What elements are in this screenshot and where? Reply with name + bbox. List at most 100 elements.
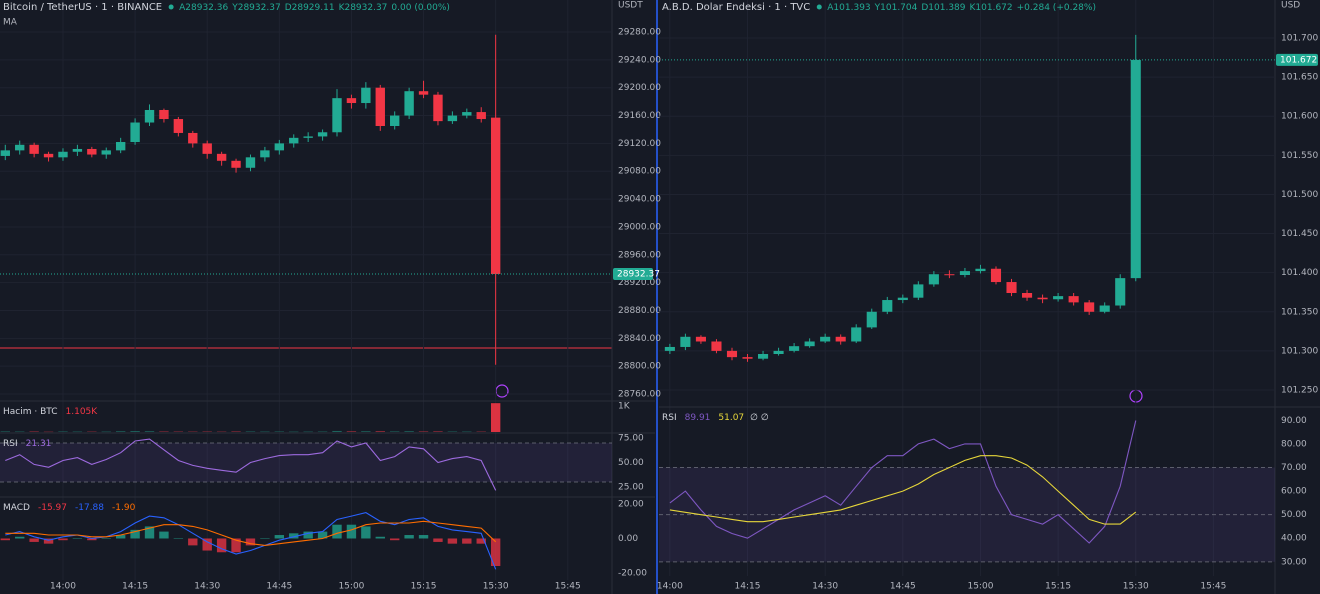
- volume-bar: [216, 431, 227, 433]
- ohlc-value: 0.00 (0.00%): [391, 3, 450, 13]
- histogram-bar: [433, 538, 443, 542]
- status-dot: [168, 4, 174, 10]
- volume-bar: [390, 431, 400, 432]
- histogram-bar: [476, 538, 486, 544]
- ohlc-value: D101.389: [921, 3, 965, 13]
- candle-body: [773, 350, 784, 355]
- volume-bar: [43, 431, 54, 433]
- y-tick-label: 101.350: [1281, 307, 1318, 317]
- candle-body: [173, 119, 184, 133]
- y-tick-label: 101.500: [1281, 190, 1318, 200]
- candle-body: [433, 94, 443, 122]
- volume-bar: [303, 431, 313, 433]
- volume-bar: [29, 431, 39, 432]
- candle-body: [975, 268, 986, 272]
- y-tick-label: 28840.00: [618, 334, 661, 344]
- candle-body: [289, 137, 299, 144]
- y-tick-label: 101.400: [1281, 268, 1318, 278]
- y-tick-label: 101.700: [1281, 34, 1318, 44]
- pane-tick-label: 30.00: [1281, 557, 1307, 567]
- candle-body: [913, 284, 924, 298]
- x-tick-label: 14:45: [890, 582, 916, 592]
- histogram-bar: [375, 536, 385, 539]
- price-tag: [613, 268, 653, 281]
- candle-body: [404, 91, 414, 116]
- price-tag: [1276, 53, 1318, 66]
- histogram-bar: [231, 538, 241, 553]
- y-tick-label: 29120.00: [618, 139, 661, 149]
- candle-body: [1022, 292, 1033, 298]
- pane-legend-value: 21.31: [26, 439, 52, 449]
- candle-body: [462, 112, 472, 116]
- histogram-bar: [332, 524, 342, 539]
- volume-bar: [115, 431, 126, 432]
- candle-body: [87, 148, 97, 155]
- y-tick-label: 101.250: [1281, 385, 1318, 395]
- candle-body: [418, 91, 429, 95]
- candle-body: [758, 354, 769, 359]
- price-tag-label: 28932.37: [617, 270, 660, 280]
- indicator-line: [669, 420, 1137, 544]
- x-tick-label: 14:30: [812, 582, 838, 592]
- pane-tick-label: 40.00: [1281, 534, 1307, 544]
- candle-body: [476, 112, 486, 120]
- ohlc-legend: A101.393 Y101.704 D101.389 K101.672 +0.284 (…: [827, 3, 1096, 13]
- y-tick-label: 28760.00: [618, 390, 661, 400]
- histogram-bar: [87, 538, 97, 541]
- chart-title: A.B.D. Dolar Endeksi · 1 · TVC: [662, 2, 810, 13]
- x-tick-label: 14:15: [122, 582, 148, 592]
- pane-name: MACD: [3, 503, 30, 513]
- candle-body: [882, 300, 893, 312]
- y-tick-label: 29160.00: [618, 111, 661, 121]
- x-tick-label: 15:30: [1123, 582, 1149, 592]
- x-tick-label: 15:45: [1200, 582, 1226, 592]
- y-tick-label: 101.600: [1281, 112, 1318, 122]
- histogram-bar: [361, 526, 371, 539]
- candle-body: [447, 115, 458, 122]
- pane-legend: Hacim · BTC 1.105K: [3, 407, 98, 417]
- histogram-bar: [447, 538, 458, 544]
- candle-body: [726, 350, 738, 358]
- volume-bar: [0, 431, 10, 432]
- y-tick-label: 29280.00: [618, 28, 661, 38]
- candle-body: [711, 341, 722, 351]
- volume-bar: [418, 431, 429, 432]
- y-tick-label: 101.550: [1281, 151, 1318, 161]
- candle-body: [15, 144, 25, 151]
- candle-body: [231, 160, 241, 168]
- candle-body: [1099, 305, 1110, 312]
- volume-bar: [375, 431, 385, 432]
- volume-bar: [58, 431, 68, 432]
- price-tag-label: 101.672: [1280, 55, 1317, 65]
- pane-tick-label: 25.00: [618, 482, 644, 492]
- candle-body: [159, 109, 169, 120]
- x-tick-label: 15:30: [483, 582, 509, 592]
- volume-bar: [87, 431, 97, 433]
- volume-bar: [476, 431, 486, 432]
- x-tick-label: 15:15: [411, 582, 437, 592]
- pane-tick-label: 90.00: [1281, 416, 1307, 426]
- volume-bar: [317, 431, 328, 433]
- histogram-bar: [144, 526, 155, 539]
- volume-bar: [101, 431, 111, 433]
- histogram-bar: [188, 538, 198, 546]
- candle-body: [490, 117, 501, 275]
- x-tick-label: 14:00: [50, 582, 76, 592]
- histogram-bar: [245, 538, 256, 546]
- candle-body: [680, 336, 691, 347]
- x-tick-label: 15:00: [967, 582, 993, 592]
- volume-bar: [346, 431, 357, 432]
- volume-bar: [462, 431, 472, 433]
- y-tick-label: 29000.00: [618, 222, 661, 232]
- histogram-bar: [289, 533, 299, 539]
- volume-bar: [231, 431, 241, 432]
- y-tick-label: 28920.00: [618, 278, 661, 288]
- volume-value: 1.105K: [66, 407, 99, 417]
- ohlc-legend: A28932.36 Y28932.37 D28929.11 K28932.37 0.00…: [179, 3, 450, 13]
- histogram-bar: [346, 524, 357, 539]
- candle-body: [695, 336, 706, 342]
- histogram-bar: [260, 538, 270, 539]
- ohlc-value: D28929.11: [285, 3, 335, 13]
- pane-legend-value: -15.97: [38, 503, 67, 513]
- y-tick-label: 101.300: [1281, 346, 1318, 356]
